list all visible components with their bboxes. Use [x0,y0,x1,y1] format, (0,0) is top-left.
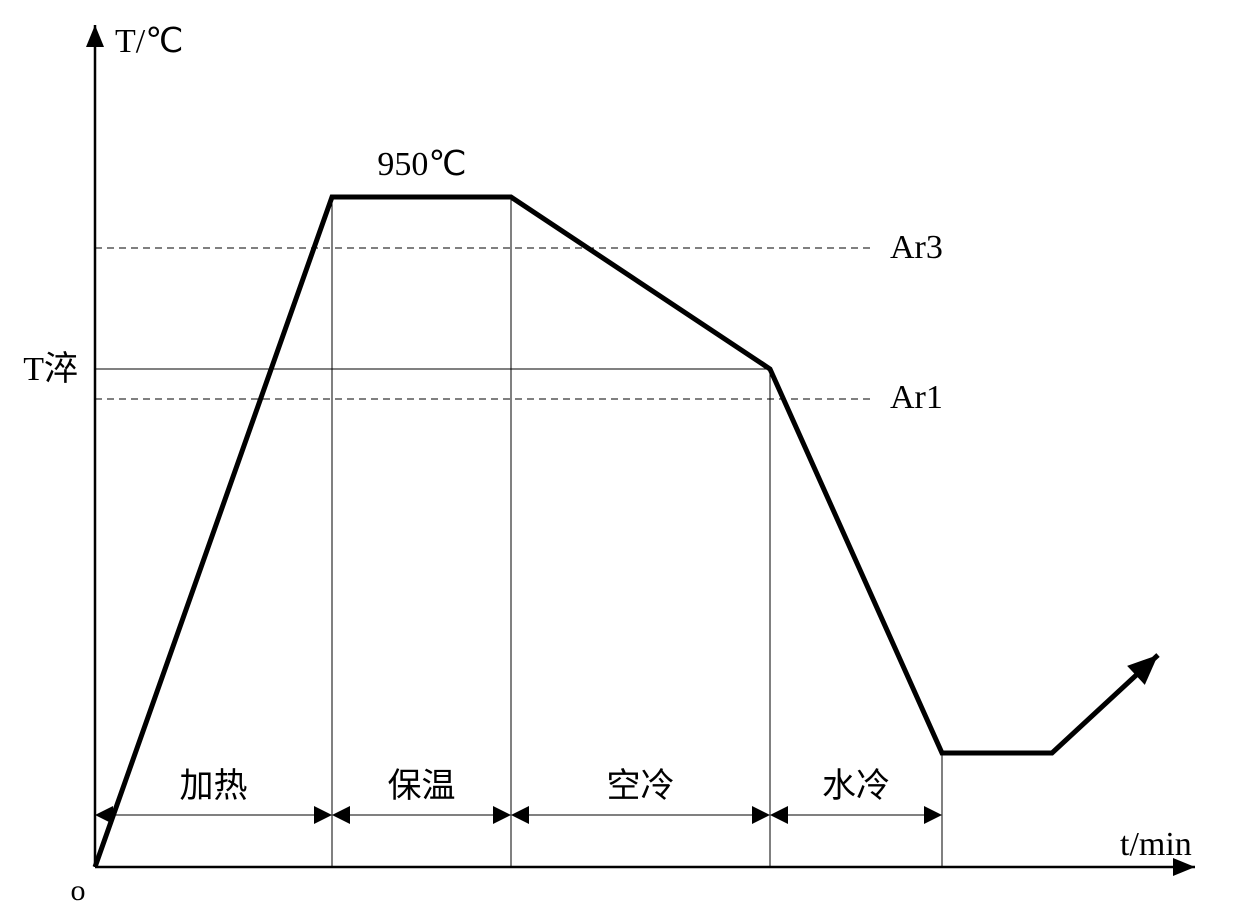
y-axis-label: T/℃ [115,23,183,60]
ar3-label: Ar3 [890,229,943,266]
x-axis-label: t/min [1120,826,1192,863]
origin-label: o [71,874,86,907]
ar1-label: Ar1 [890,379,943,416]
phase-label-hold: 保温 [388,768,456,805]
phase-label-heat: 加热 [180,767,248,805]
phase-label-water: 水冷 [822,767,890,805]
temperature-curve [95,197,1158,867]
peak-temp-label: 950℃ [377,146,466,183]
phase-label-air: 空冷 [607,767,675,805]
t-quench-label: T淬 [23,350,78,388]
